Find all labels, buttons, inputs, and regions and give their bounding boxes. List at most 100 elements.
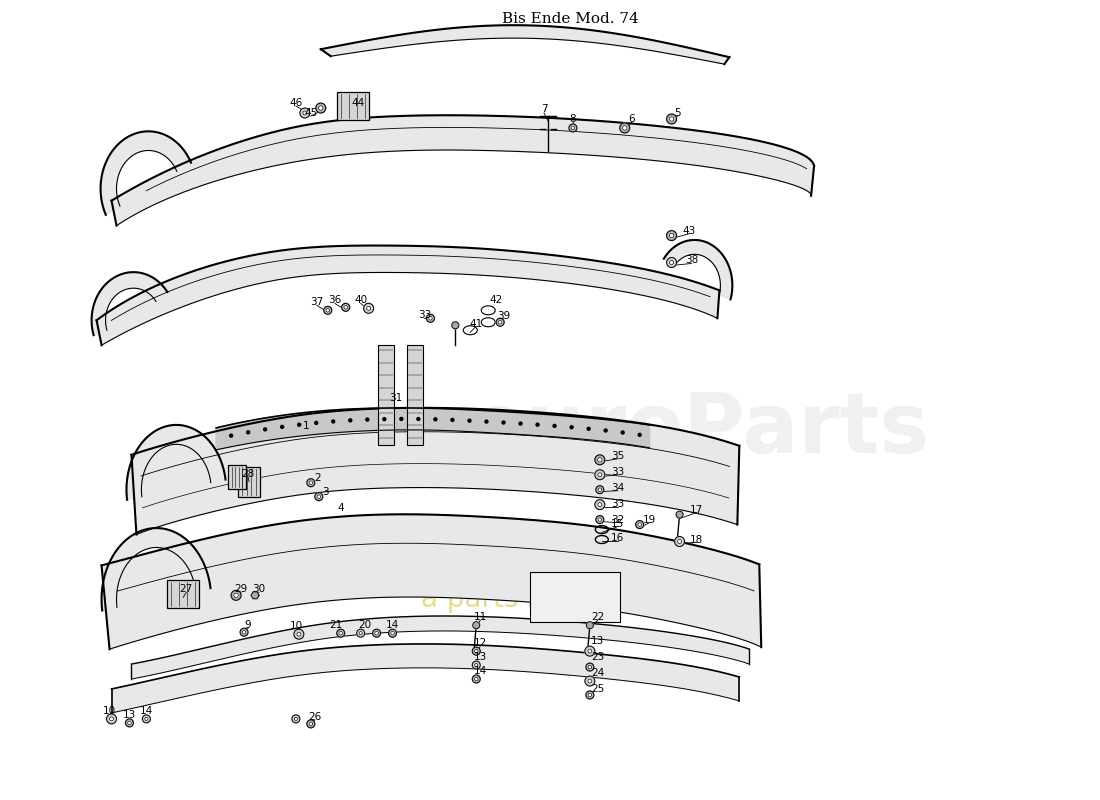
Polygon shape [217,408,650,450]
Circle shape [307,720,315,728]
Text: 13: 13 [123,710,136,720]
Circle shape [670,261,673,265]
Circle shape [502,421,505,424]
FancyBboxPatch shape [228,465,246,489]
Text: 11: 11 [474,612,487,622]
Circle shape [373,630,381,637]
Text: 9: 9 [244,620,252,630]
Circle shape [417,418,420,421]
Text: 41: 41 [470,319,483,330]
Polygon shape [91,272,167,335]
Polygon shape [111,115,814,226]
Circle shape [667,114,676,124]
Circle shape [468,419,471,422]
Circle shape [585,676,595,686]
Text: 20: 20 [359,620,371,630]
Polygon shape [251,592,258,598]
Circle shape [474,650,478,653]
Text: 32: 32 [612,514,625,525]
Text: 40: 40 [354,295,367,306]
Circle shape [474,678,478,681]
Text: 21: 21 [329,620,342,630]
Circle shape [339,631,342,635]
Circle shape [667,258,676,267]
Text: 33: 33 [418,310,431,320]
Circle shape [240,628,249,636]
Circle shape [636,521,644,529]
Text: euroParts: euroParts [470,390,930,470]
FancyBboxPatch shape [337,92,368,120]
Text: 2: 2 [315,473,321,482]
Circle shape [302,111,307,115]
Circle shape [473,622,480,629]
Text: 8: 8 [570,114,576,124]
Text: 1: 1 [302,421,309,431]
Circle shape [553,425,557,427]
Circle shape [234,593,239,598]
Circle shape [323,306,332,314]
Text: 10: 10 [103,706,117,716]
Text: 29: 29 [234,584,248,594]
Circle shape [375,631,378,635]
Circle shape [519,422,522,425]
Text: 39: 39 [497,311,510,322]
Circle shape [107,714,117,724]
Circle shape [472,647,481,655]
Circle shape [315,422,318,424]
Text: a parts since 1985: a parts since 1985 [421,586,679,614]
Text: 24: 24 [591,668,605,678]
Circle shape [292,715,300,723]
Circle shape [429,317,432,320]
Polygon shape [132,408,739,534]
Circle shape [294,630,304,639]
Circle shape [337,630,344,637]
Circle shape [595,500,605,510]
Circle shape [598,518,602,522]
Circle shape [678,539,682,543]
Circle shape [595,470,605,480]
Polygon shape [100,131,191,214]
Text: 13: 13 [591,636,605,646]
Circle shape [536,423,539,426]
Circle shape [598,488,602,491]
Circle shape [298,423,300,426]
Text: 36: 36 [328,295,341,306]
Circle shape [669,234,674,238]
Circle shape [332,420,334,423]
Circle shape [264,428,266,431]
Polygon shape [321,25,729,64]
Circle shape [587,649,592,653]
Circle shape [586,663,594,671]
Circle shape [597,502,602,506]
Polygon shape [132,616,749,679]
Polygon shape [101,528,210,610]
Text: 19: 19 [644,514,657,525]
Circle shape [231,590,241,600]
Text: 28: 28 [241,469,255,478]
Text: 10: 10 [289,622,302,631]
Circle shape [316,103,326,113]
Text: 6: 6 [628,114,635,124]
Circle shape [110,717,113,721]
Circle shape [638,522,641,526]
Text: 12: 12 [474,638,487,648]
Circle shape [472,661,481,669]
Circle shape [128,721,131,725]
Circle shape [309,722,312,726]
Text: 33: 33 [612,466,625,477]
Circle shape [326,309,330,312]
Text: 31: 31 [389,393,403,403]
Circle shape [342,303,350,311]
Circle shape [623,126,627,130]
Text: 27: 27 [179,584,192,594]
Polygon shape [664,240,733,299]
Circle shape [569,124,576,132]
Circle shape [496,318,504,326]
Text: 3: 3 [322,486,329,497]
Polygon shape [126,425,226,500]
FancyBboxPatch shape [238,466,260,497]
Circle shape [388,630,396,637]
Text: 18: 18 [690,534,703,545]
Circle shape [619,123,629,133]
Text: 5: 5 [674,108,681,118]
